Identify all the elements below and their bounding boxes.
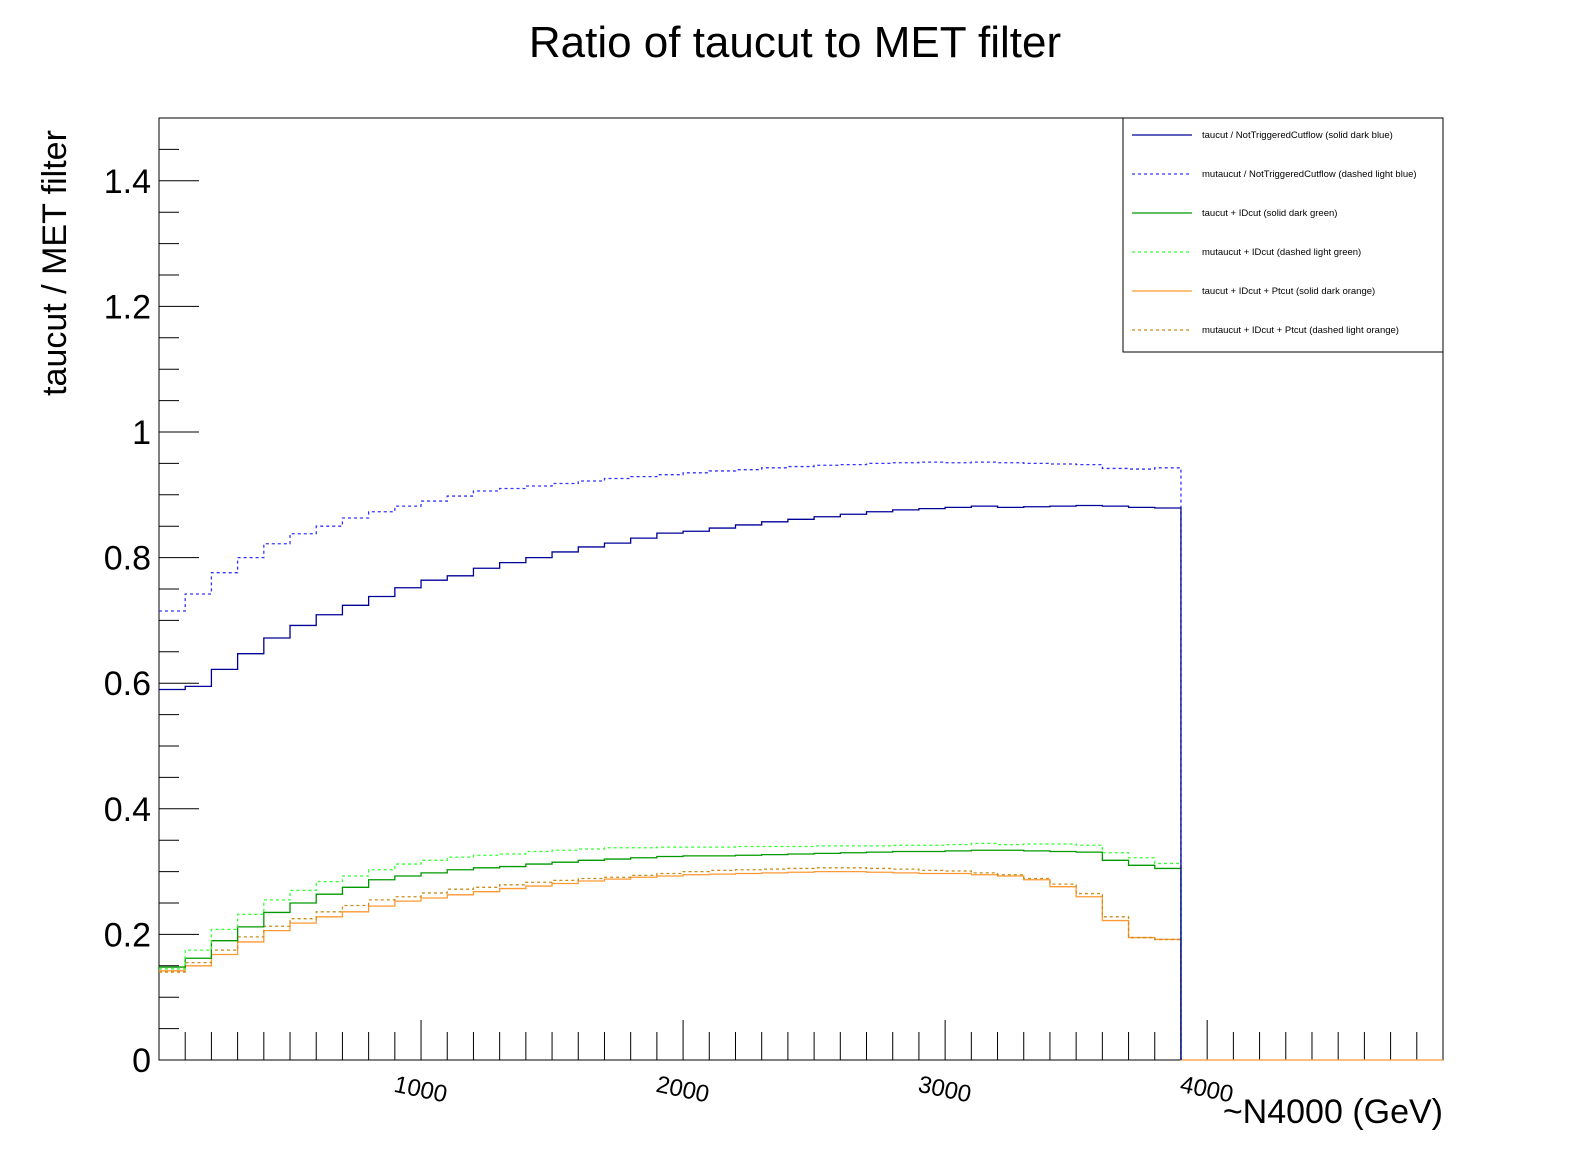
chart-title: Ratio of taucut to MET filter (529, 18, 1061, 67)
series-line (159, 870, 1443, 1061)
series-line (159, 849, 1182, 1060)
x-tick-label: 3000 (916, 1071, 974, 1109)
legend-label: mutaucut / NotTriggeredCutflow (dashed l… (1202, 169, 1417, 180)
x-tick-label: 4000 (1178, 1071, 1236, 1109)
y-tick-label: 0.6 (104, 665, 151, 703)
series-line (159, 842, 1182, 1060)
legend-label: mutaucut + IDcut + Ptcut (dashed light o… (1202, 325, 1399, 336)
y-tick-label: 1.4 (104, 163, 151, 201)
legend-entries: taucut / NotTriggeredCutflow (solid dark… (1132, 130, 1417, 336)
series-layer (159, 461, 1443, 1061)
x-axis-label: ~N4000 (GeV) (1223, 1093, 1443, 1131)
x-tick-label: 1000 (392, 1071, 450, 1109)
y-tick-label: 0.4 (104, 791, 151, 829)
x-axis: 1000 2000 3000 4000 (184, 1020, 1418, 1109)
y-tick-label: 0 (132, 1042, 151, 1080)
legend-label: taucut / NotTriggeredCutflow (solid dark… (1202, 130, 1393, 141)
series-line (159, 461, 1182, 1060)
y-tick-label: 0.8 (104, 540, 151, 578)
y-tick-label: 1.2 (104, 288, 151, 326)
legend-box (1122, 117, 1444, 353)
legend-label: mutaucut + IDcut (dashed light green) (1202, 247, 1361, 258)
y-axis: 0 0.2 0.4 0.6 0.8 1 1.2 1.4 (104, 117, 199, 1080)
y-axis-label: taucut / MET filter (36, 130, 74, 396)
y-tick-label: 1 (132, 414, 151, 452)
series-line (159, 504, 1182, 1060)
legend: taucut / NotTriggeredCutflow (solid dark… (1122, 117, 1444, 353)
y-tick-label: 0.2 (104, 916, 151, 954)
legend-label: taucut + IDcut (solid dark green) (1202, 208, 1337, 219)
x-tick-label: 2000 (654, 1071, 712, 1109)
legend-label: taucut + IDcut + Ptcut (solid dark orang… (1202, 286, 1375, 297)
series-line (159, 867, 1182, 1060)
